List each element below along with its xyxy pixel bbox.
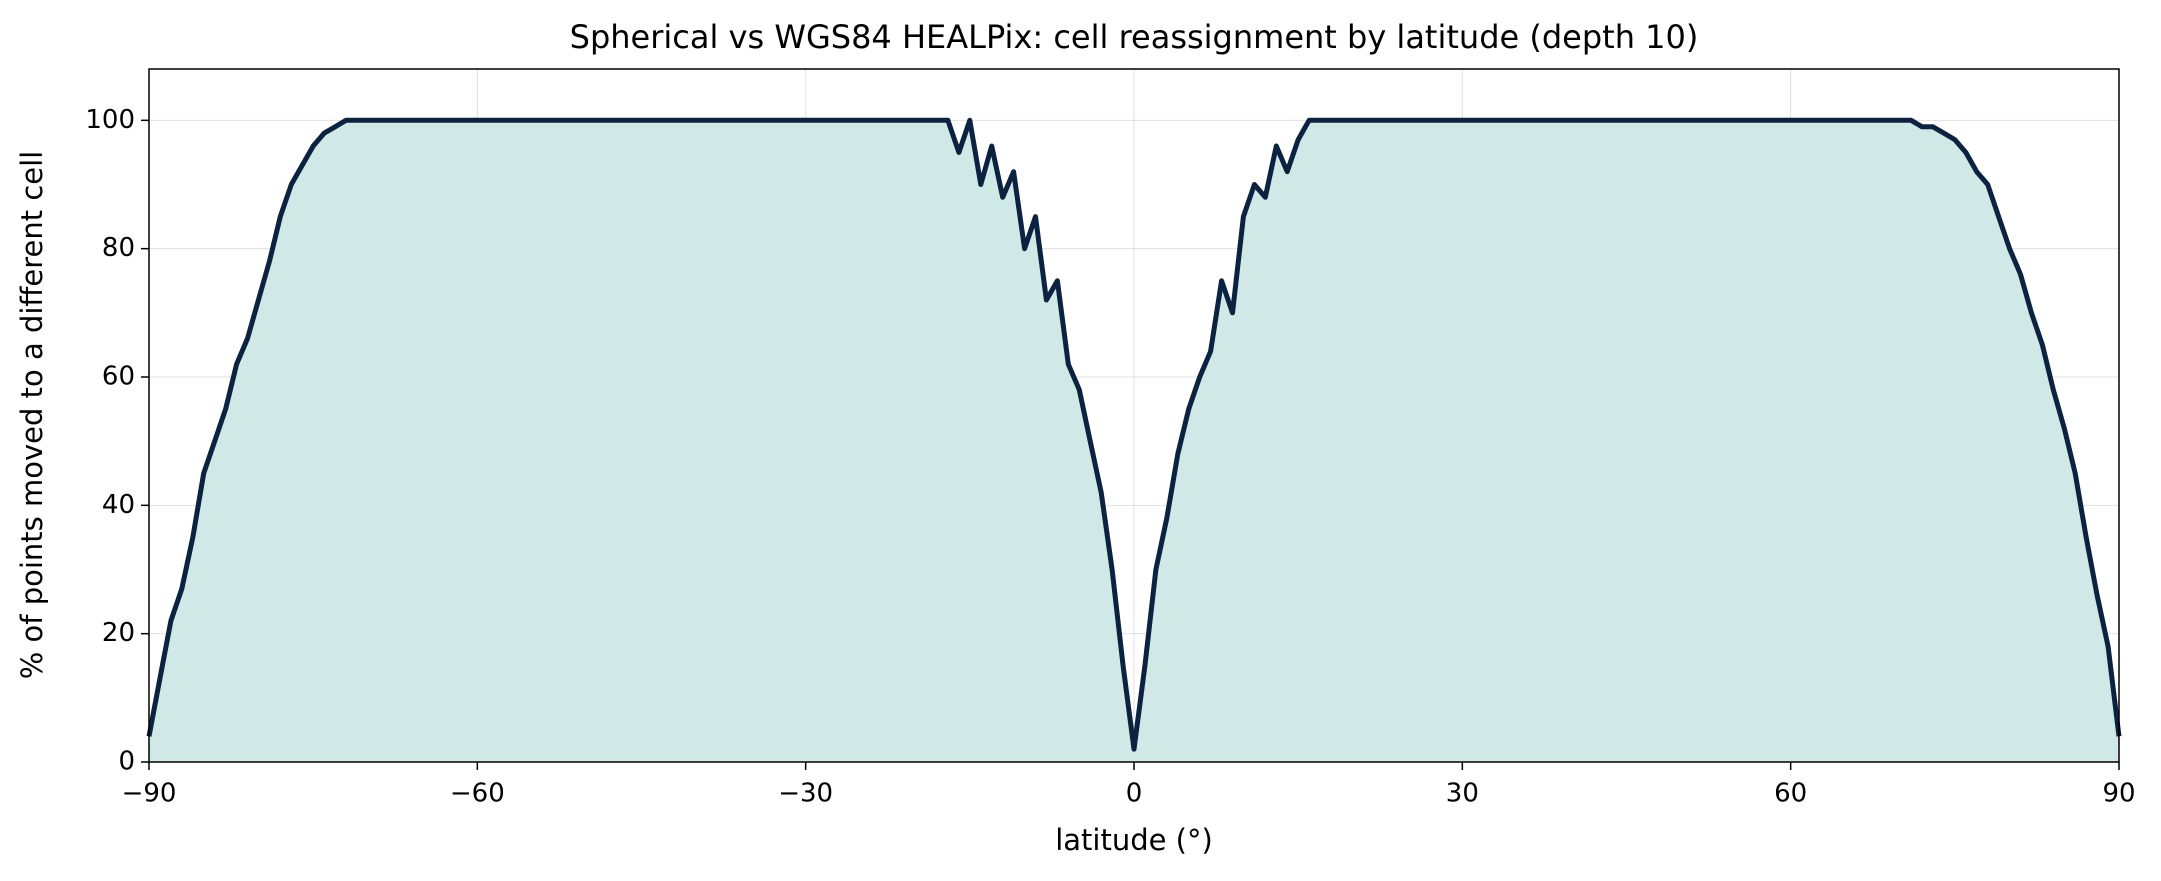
- y-tick-label: 60: [102, 362, 135, 392]
- x-tick-label: 0: [1126, 779, 1143, 809]
- x-axis-label: latitude (°): [1055, 823, 1213, 857]
- y-tick-label: 40: [102, 490, 135, 520]
- x-tick-label: 90: [2102, 779, 2135, 809]
- y-tick-label: 100: [85, 105, 135, 135]
- x-tick-label: 30: [1446, 779, 1479, 809]
- x-tick-label: −90: [122, 779, 177, 809]
- line: [146, 117, 2122, 752]
- y-tick-label: 0: [118, 747, 135, 777]
- plot-frame: [148, 68, 2120, 763]
- x-tick-label: −60: [450, 779, 505, 809]
- y-tick-label: 20: [102, 618, 135, 648]
- y-axis-label: % of points moved to a different cell: [15, 151, 49, 679]
- x-tick-label: 60: [1774, 779, 1807, 809]
- chart-title: Spherical vs WGS84 HEALPix: cell reassig…: [570, 18, 1699, 56]
- x-tick-label: −30: [778, 779, 833, 809]
- y-tick-label: 80: [102, 233, 135, 263]
- area: [149, 120, 2119, 763]
